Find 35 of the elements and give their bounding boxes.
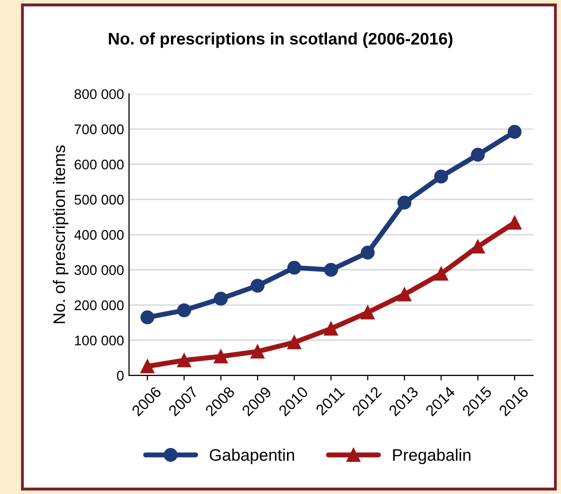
point <box>508 216 522 230</box>
point <box>508 124 522 139</box>
y-tick-label: 400 000 <box>74 230 124 240</box>
point <box>250 344 264 358</box>
legend-label: Gabapentin <box>210 448 294 464</box>
point <box>287 335 302 350</box>
point <box>360 305 375 320</box>
point <box>177 353 192 368</box>
point <box>470 148 485 162</box>
point <box>177 303 192 318</box>
y-tick-label: 800 000 <box>74 89 124 100</box>
y-tick-label: 700 000 <box>74 124 124 134</box>
point <box>214 292 228 306</box>
y-tick-label: 600 000 <box>74 160 124 170</box>
y-tick-label: 300 000 <box>74 265 124 276</box>
point <box>324 322 338 336</box>
point <box>434 266 448 281</box>
y-tick-label: 0 <box>116 370 124 381</box>
point <box>287 260 302 275</box>
chart-title: No. of prescriptions in scotland (2006-2016) <box>108 32 452 48</box>
legend-label: Pregabalin <box>393 448 470 464</box>
point <box>434 170 448 184</box>
point <box>140 359 154 374</box>
point <box>250 278 264 293</box>
y-axis-title: No. of prescription items <box>52 145 68 324</box>
point <box>360 246 375 260</box>
point <box>214 349 228 364</box>
point <box>397 196 412 210</box>
y-tick-label: 100 000 <box>75 336 124 346</box>
point <box>140 310 154 324</box>
y-tick-label: 200 000 <box>74 300 124 310</box>
y-tick-label: 500 000 <box>74 194 124 205</box>
point <box>324 262 338 277</box>
point <box>397 288 412 302</box>
point <box>470 240 485 254</box>
